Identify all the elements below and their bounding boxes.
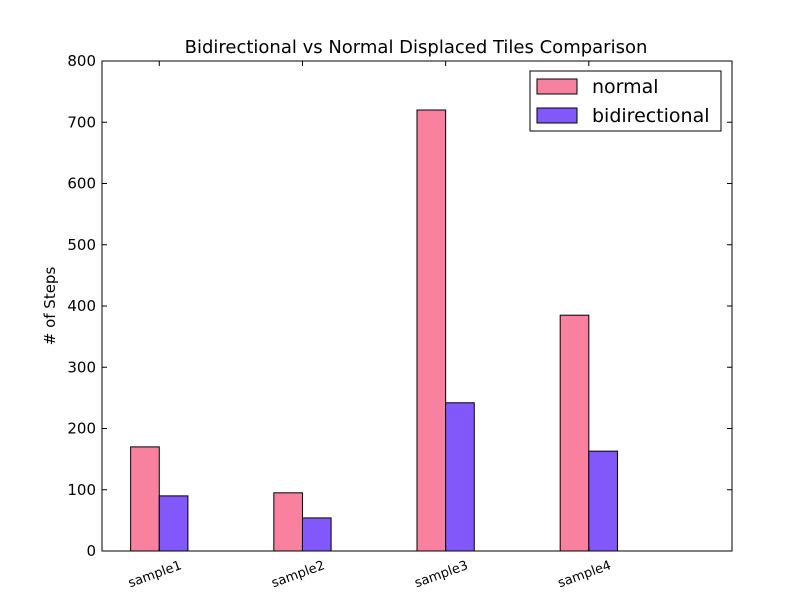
y-tick-label: 0 bbox=[86, 542, 96, 560]
y-tick-label: 800 bbox=[67, 52, 96, 70]
bar-bidirectional-sample3 bbox=[445, 402, 475, 552]
legend-label-normal: normal bbox=[592, 76, 659, 98]
bar-bidirectional-sample1 bbox=[158, 495, 189, 552]
chart-title: Bidirectional vs Normal Displaced Tiles … bbox=[185, 37, 648, 58]
y-tick-label: 400 bbox=[67, 297, 96, 315]
y-ticks-group: 0 100 200 300 400 500 600 700 800 bbox=[67, 52, 732, 560]
y-tick-label: 700 bbox=[67, 113, 96, 131]
bar-normal-sample3 bbox=[416, 109, 447, 552]
bar-bidirectional-sample2 bbox=[301, 517, 332, 552]
bar-normal-sample4 bbox=[559, 314, 590, 552]
legend-swatch-normal bbox=[536, 78, 578, 95]
bars-group bbox=[130, 109, 618, 552]
plot-frame bbox=[101, 60, 733, 552]
y-tick-label: 200 bbox=[67, 420, 96, 438]
y-tick-label: 300 bbox=[67, 358, 96, 376]
y-tick-label: 100 bbox=[67, 481, 96, 499]
bar-bidirectional-sample4 bbox=[588, 450, 618, 552]
legend-label-bidirectional: bidirectional bbox=[592, 105, 710, 127]
y-axis-label: # of Steps bbox=[41, 267, 59, 346]
y-tick-label: 500 bbox=[67, 236, 96, 254]
bar-normal-sample1 bbox=[130, 446, 160, 552]
y-tick-label: 600 bbox=[67, 175, 96, 193]
legend-swatch-bidirectional bbox=[536, 107, 578, 124]
bar-normal-sample2 bbox=[273, 492, 303, 552]
legend: normal bidirectional bbox=[529, 70, 722, 132]
